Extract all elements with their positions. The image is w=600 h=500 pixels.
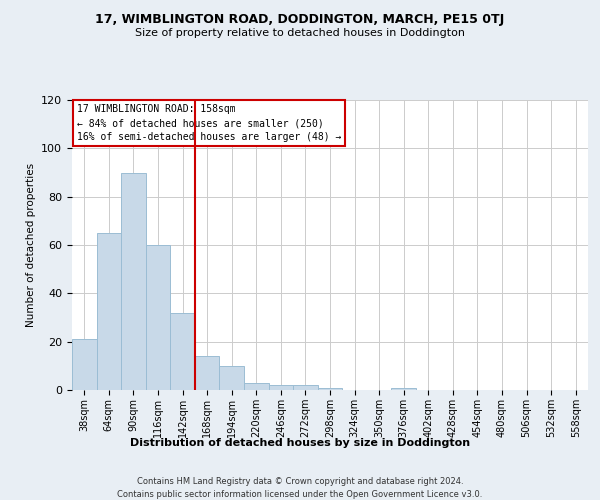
Bar (391, 388, 416, 390)
Bar (269, 385, 293, 390)
Y-axis label: Number of detached properties: Number of detached properties (26, 163, 35, 327)
Bar (72, 339, 97, 390)
Text: 17 WIMBLINGTON ROAD: 158sqm
← 84% of detached houses are smaller (250)
16% of se: 17 WIMBLINGTON ROAD: 158sqm ← 84% of det… (77, 104, 341, 142)
Bar (97, 233, 121, 390)
Bar (244, 383, 269, 390)
Text: Contains public sector information licensed under the Open Government Licence v3: Contains public sector information licen… (118, 490, 482, 499)
Bar (146, 245, 170, 390)
Bar (293, 385, 318, 390)
Text: Distribution of detached houses by size in Doddington: Distribution of detached houses by size … (130, 438, 470, 448)
Bar (318, 388, 342, 390)
Bar (121, 172, 146, 390)
Bar (195, 356, 220, 390)
Text: 17, WIMBLINGTON ROAD, DODDINGTON, MARCH, PE15 0TJ: 17, WIMBLINGTON ROAD, DODDINGTON, MARCH,… (95, 12, 505, 26)
Bar (220, 366, 244, 390)
Text: Size of property relative to detached houses in Doddington: Size of property relative to detached ho… (135, 28, 465, 38)
Bar (170, 312, 195, 390)
Text: Contains HM Land Registry data © Crown copyright and database right 2024.: Contains HM Land Registry data © Crown c… (137, 478, 463, 486)
